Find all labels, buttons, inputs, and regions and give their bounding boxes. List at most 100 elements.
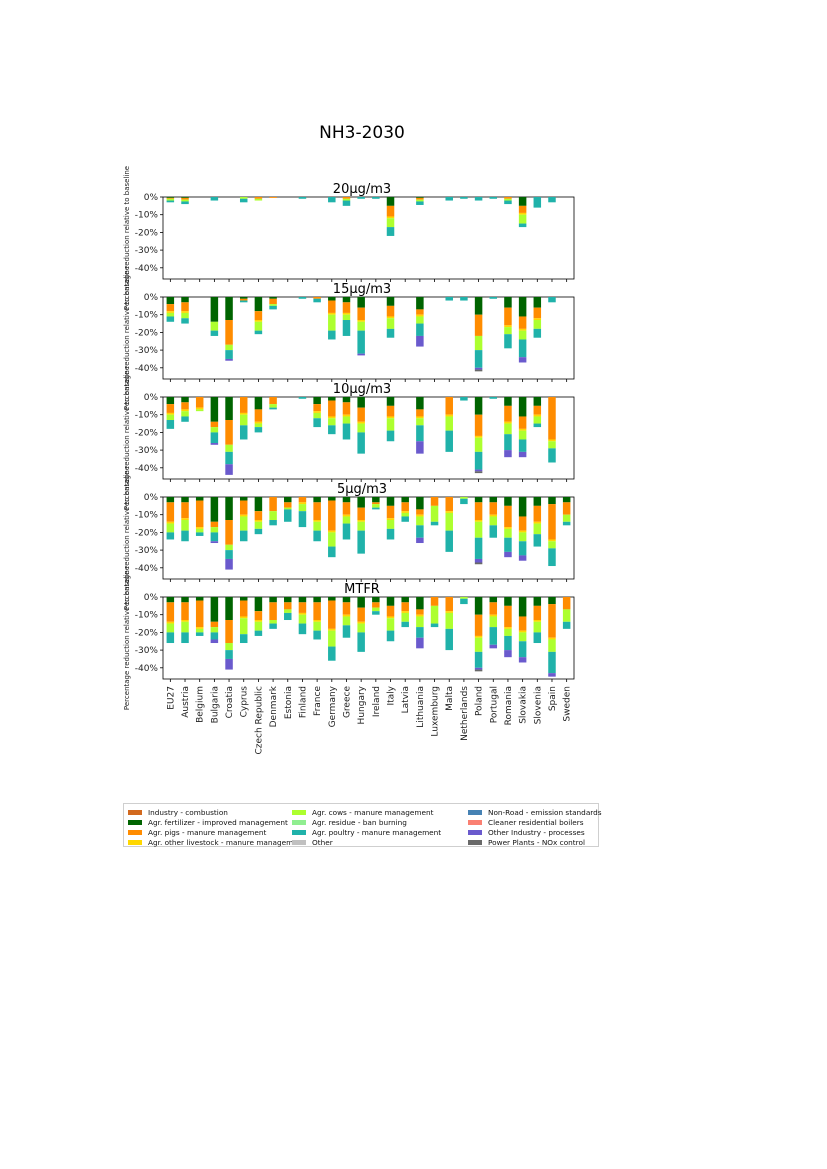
bar-segment [210, 521, 219, 528]
bar-segment [518, 641, 527, 658]
bar-segment [357, 423, 365, 433]
bar-segment [181, 197, 189, 200]
bar-segment [504, 527, 512, 529]
y-tick-label: -20% [135, 328, 159, 338]
bar-segment [386, 197, 395, 206]
bar-segment [518, 530, 527, 533]
category-label: Germany [328, 685, 338, 727]
bar-segment [386, 518, 395, 521]
bar-segment [416, 441, 424, 454]
bar-segment [239, 300, 248, 303]
bar-segment [328, 600, 336, 629]
bar-segment [181, 520, 189, 531]
bar-segment [239, 412, 248, 415]
category-label: Denmark [269, 685, 279, 727]
bar-segment [533, 405, 542, 415]
bar-segment [518, 632, 527, 642]
bar-segment [181, 397, 189, 403]
panel-frame [162, 596, 575, 680]
legend-label: Power Plants - NOx control [488, 837, 585, 847]
bar-segment [269, 623, 277, 629]
bar-segment [445, 512, 453, 531]
category-label: Hungary [357, 685, 367, 724]
legend-swatch [128, 809, 142, 815]
bar-segment [298, 614, 307, 624]
legend-column: Industry - combustion Agr. fertilizer - i… [128, 807, 305, 847]
bar-segment [460, 597, 468, 599]
bar-segment [225, 658, 233, 670]
legend-swatch [468, 829, 482, 835]
bar-segment [342, 197, 351, 199]
bar-segment [284, 612, 292, 621]
bar-segment [386, 328, 395, 338]
bar-segment [166, 312, 175, 317]
bar-segment [269, 602, 277, 621]
bar-segment [460, 197, 468, 199]
bar-segment [474, 502, 483, 521]
bar-segment [489, 525, 498, 538]
bar-segment [504, 200, 512, 205]
bar-segment [518, 214, 527, 224]
bar-segment [210, 321, 219, 331]
category-label: Italy [387, 685, 397, 705]
category-label: Bulgaria [210, 686, 220, 723]
bar-segment [210, 421, 219, 428]
bar-segment [254, 311, 263, 321]
bar-segment [181, 620, 189, 622]
legend-item: Other [292, 837, 441, 847]
category-label: Netherlands [460, 686, 470, 741]
bar-segment [210, 632, 219, 640]
bar-segment [195, 527, 204, 529]
category-label: Czech Republic [254, 686, 264, 755]
bar-segment [386, 216, 395, 219]
bar-segment [166, 297, 175, 305]
legend-item: Cleaner residential boilers [468, 817, 602, 827]
bar-segment [518, 205, 527, 213]
category-label: Belgium [196, 686, 206, 723]
bar-segment [328, 297, 336, 301]
y-tick-label: -40% [135, 364, 159, 374]
bar-segment [342, 416, 351, 424]
bar-segment [357, 530, 365, 554]
bar-segment [518, 330, 527, 340]
bar-segment [195, 627, 204, 629]
y-tick-label: 0% [144, 493, 159, 503]
bar-segment [181, 411, 189, 417]
bar-segment [357, 407, 365, 422]
legend-item: Other Industry - processes [468, 827, 602, 837]
bar-segment [166, 316, 175, 322]
bar-segment [474, 414, 483, 436]
bar-segment [474, 497, 483, 503]
legend-swatch [128, 839, 142, 845]
bar-segment [445, 628, 453, 651]
bar-segment [533, 632, 542, 644]
y-tick-label: -30% [135, 646, 159, 656]
bar-segment [342, 414, 351, 417]
bar-segment [181, 297, 189, 303]
bar-segment [357, 520, 365, 522]
bar-segment [489, 197, 498, 199]
bar-segment [416, 497, 424, 510]
bar-segment [269, 520, 277, 526]
bar-segment [562, 597, 571, 610]
bar-segment [210, 197, 219, 201]
bar-segment [504, 334, 512, 349]
bar-segment [372, 602, 380, 608]
legend-label: Agr. other livestock - manure management [148, 837, 306, 847]
bar-segment [342, 614, 351, 617]
bar-segment [416, 637, 424, 649]
bar-segment [474, 614, 483, 636]
bar-segment [548, 673, 556, 677]
bar-segment [518, 212, 527, 215]
bar-segment [328, 497, 336, 501]
legend-column: Agr. cows - manure management Agr. residu… [292, 807, 441, 847]
bar-segment [474, 471, 483, 474]
category-label: Portugal [489, 686, 499, 723]
bar-segment [357, 320, 365, 322]
legend-column: Non-Road - emission standards Cleaner res… [468, 807, 602, 847]
chart-legend: Industry - combustion Agr. fertilizer - i… [123, 803, 602, 847]
bar-segment [210, 497, 219, 522]
bar-segment [474, 350, 483, 368]
bar-segment [518, 397, 527, 417]
bar-segment [445, 530, 453, 552]
